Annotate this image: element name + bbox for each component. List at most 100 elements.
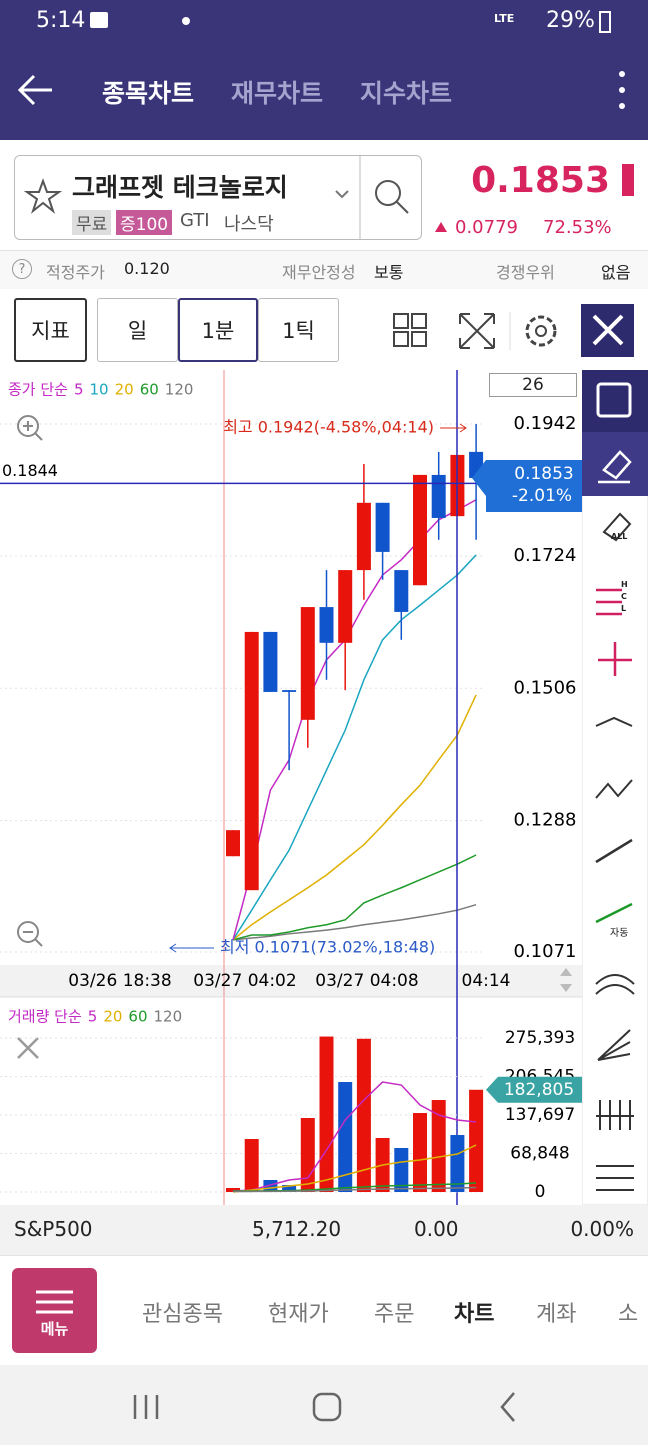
search-icon[interactable] [375, 180, 401, 206]
candle-body [282, 690, 297, 692]
tab[interactable]: 지수차트 [360, 79, 453, 108]
chart-area: 0.1942 0.1724 0.1506 0.1288 0.1071 종가 단순 5 10 20… [0, 370, 582, 1205]
fan-tool[interactable] [597, 1029, 631, 1061]
help-icon[interactable]: ? [12, 259, 32, 279]
hcl-icon[interactable] [596, 588, 622, 616]
y-tick-label: 68,848 [510, 1144, 569, 1164]
tool-label: 자동 [610, 928, 629, 939]
index-rate: 0.00% [570, 1217, 634, 1241]
volume-bar [263, 1180, 278, 1192]
scroll-icon[interactable] [560, 968, 572, 992]
x-tick-label: 03/27 04:08 [315, 971, 418, 991]
bottom-nav [0, 1255, 648, 1366]
volume-bar [244, 1139, 259, 1192]
tools-icon [592, 314, 624, 346]
last-change: -2.01% [512, 486, 572, 506]
period-button[interactable]: 1틱 [258, 298, 339, 362]
line-tool[interactable] [595, 716, 633, 727]
legend-entry: 120 [165, 381, 194, 399]
eraser-tool[interactable] [582, 432, 648, 496]
y-tick-label: 0.1071 [514, 941, 577, 962]
recents-button[interactable] [133, 1395, 159, 1419]
tag: 나스닥 [224, 214, 274, 235]
candle-body [431, 474, 446, 518]
cycle-tool[interactable] [596, 1100, 634, 1130]
candle-body [263, 631, 278, 692]
back-button[interactable] [17, 74, 52, 106]
info-value: 없음 [601, 263, 631, 282]
legend-entry: 5 [88, 1008, 98, 1026]
candle-body [226, 830, 240, 857]
tool-label: ALL [611, 532, 628, 541]
index-name: S&P500 [14, 1217, 93, 1241]
up-arrow [435, 222, 447, 232]
arc-tool[interactable] [595, 974, 635, 995]
system-nav [0, 1365, 648, 1445]
stock-box[interactable] [14, 155, 422, 240]
close-volume-icon[interactable] [17, 1037, 39, 1059]
volume-bar [413, 1113, 427, 1192]
candle-body [244, 631, 259, 891]
ma-line [232, 903, 477, 941]
settings-icon[interactable] [525, 315, 557, 347]
volume-bar [338, 1082, 353, 1192]
nav-item[interactable]: 현재가 [268, 1302, 329, 1327]
info-row [0, 250, 648, 289]
price-bar-icon [622, 164, 634, 196]
period-button[interactable]: 1분 [178, 298, 258, 362]
indicator-button[interactable]: 지표 [14, 298, 87, 362]
index-bar [0, 1205, 648, 1255]
favorite-icon[interactable] [23, 178, 63, 214]
legend-entry: 120 [154, 1008, 183, 1026]
more-button [619, 87, 625, 93]
tab[interactable]: 종목차트 [102, 79, 195, 108]
auto-trend-tool[interactable] [595, 902, 633, 924]
current-price: 0.1853 [471, 160, 610, 201]
volume-bar [450, 1135, 465, 1192]
zoom-out-icon [34, 938, 43, 947]
period-button[interactable]: 일 [97, 298, 178, 362]
tool-label: C [621, 592, 627, 601]
nav-item[interactable]: 계좌 [536, 1302, 577, 1327]
nav-item[interactable]: 주문 [374, 1302, 415, 1327]
last-volume-tag [486, 1076, 582, 1103]
more-button[interactable] [619, 71, 625, 77]
back-nav-button[interactable] [500, 1392, 515, 1422]
time-axis-bg [0, 965, 582, 997]
ma-line [232, 554, 477, 941]
menu-label: 메뉴 [40, 1320, 69, 1338]
legend-title: 종가 단순 [8, 381, 68, 399]
crosshair-tool[interactable] [598, 642, 632, 676]
toolbar-icons [393, 304, 634, 357]
y-tick-label: 0 [535, 1182, 546, 1202]
nav-item[interactable]: 차트 [454, 1302, 495, 1327]
layout-icon[interactable] [393, 313, 409, 329]
fibo-tool[interactable] [596, 1165, 634, 1191]
polyline-tool[interactable] [595, 779, 633, 799]
drawing-tools [582, 370, 648, 1205]
price-change: 0.0779 [455, 217, 518, 238]
status-time: 5:14 [36, 8, 86, 33]
save-icon [596, 382, 632, 418]
more-button [619, 103, 625, 109]
info-label: 적정주가 [46, 263, 105, 282]
zoom-in-icon[interactable] [17, 415, 39, 437]
save-tool[interactable] [582, 370, 648, 432]
tab[interactable]: 재무차트 [231, 79, 324, 108]
dropdown-icon[interactable] [335, 190, 349, 199]
nav-item[interactable]: 관심종목 [142, 1302, 223, 1327]
eraser-all-icon[interactable] [602, 512, 632, 542]
nav-item[interactable]: 소 [618, 1302, 639, 1327]
period-count-box[interactable]: 26 [489, 373, 577, 397]
x-tick-label: 03/27 04:02 [193, 971, 296, 991]
home-button[interactable] [312, 1392, 342, 1422]
fullscreen-icon[interactable] [459, 313, 495, 349]
zoom-out-icon[interactable] [17, 921, 39, 943]
trend-tool[interactable] [595, 838, 633, 864]
crosshair-y-label: 0.1844 [2, 461, 58, 480]
volume-bar [319, 1036, 334, 1192]
status-network: LTE [494, 12, 515, 25]
volume-bar [431, 1100, 446, 1192]
info-label: 재무안정성 [282, 263, 356, 282]
